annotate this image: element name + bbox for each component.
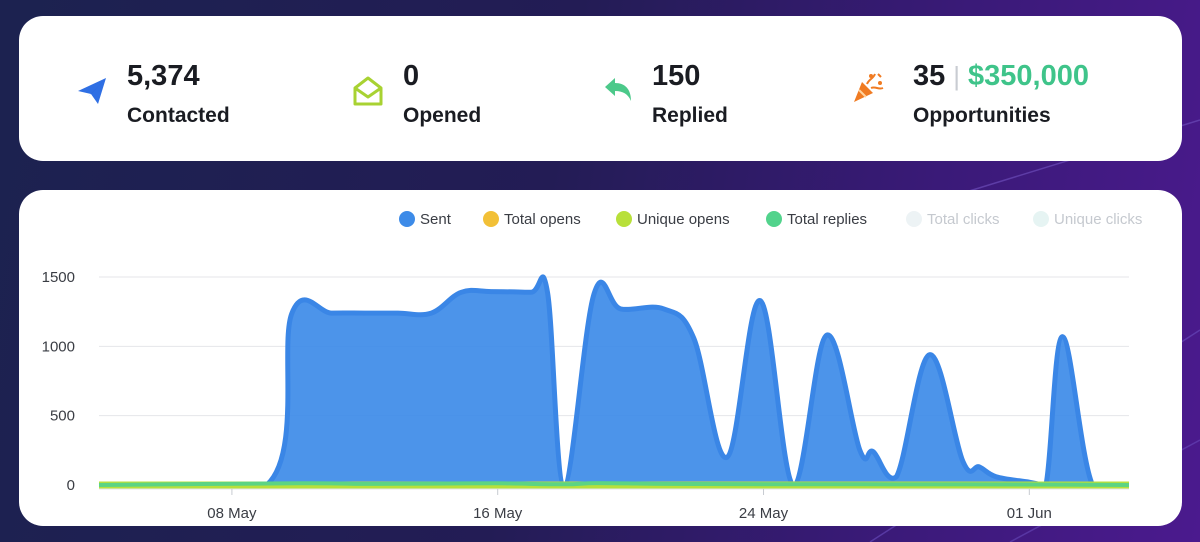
legend-item-unique-opens[interactable]: Unique opens: [616, 211, 730, 228]
campaign-analytics-chart-card: Sent Total opens Unique opens Total replies…: [19, 190, 1182, 526]
x-tick-label: 24 May: [739, 505, 789, 522]
stat-opportunities: 35 | $350,000 Opportunities: [819, 16, 1182, 161]
x-tick-label: 16 May: [473, 505, 523, 522]
legend-item-total-replies[interactable]: Total replies: [766, 211, 867, 228]
chart-axes: 0 500 1000 1500 08 May 16 May 24 May 01 Jun: [42, 269, 1129, 522]
y-tick-label: 500: [50, 408, 75, 425]
y-tick-label: 1500: [42, 269, 75, 286]
stat-contacted: 5,374 Contacted: [19, 16, 299, 161]
legend-label: Total opens: [504, 211, 581, 228]
stats-summary-card: 5,374 Contacted 0 Opened 150 Replied: [19, 16, 1182, 161]
legend-item-unique-clicks[interactable]: Unique clicks: [1033, 211, 1142, 228]
reply-arrow-icon: [601, 74, 635, 108]
open-envelope-icon: [351, 74, 385, 108]
legend-swatch: [766, 211, 782, 227]
series-area-sent: [99, 276, 1129, 485]
legend-swatch: [616, 211, 632, 227]
chart-series: [98, 274, 1130, 489]
stat-opened: 0 Opened: [299, 16, 559, 161]
legend-swatch: [906, 211, 922, 227]
stat-replied-value: 150: [652, 60, 701, 92]
legend-label: Sent: [420, 211, 452, 228]
x-tick-label: 01 Jun: [1007, 505, 1052, 522]
series-line-total-replies: [98, 481, 1130, 487]
y-tick-label: 1000: [42, 338, 75, 355]
chart-legend: Sent Total opens Unique opens Total replies…: [399, 211, 1142, 228]
legend-swatch: [399, 211, 415, 227]
legend-label: Unique clicks: [1054, 211, 1142, 228]
stat-replied: 150 Replied: [559, 16, 819, 161]
party-popper-icon: [851, 70, 885, 104]
legend-item-total-clicks[interactable]: Total clicks: [906, 211, 1000, 228]
stat-opportunities-value: 35 | $350,000: [913, 58, 1089, 94]
legend-label: Total replies: [787, 211, 867, 228]
opportunities-count: 35: [913, 60, 946, 92]
paper-plane-icon: [75, 74, 109, 108]
series-sent: [99, 274, 1129, 488]
legend-label: Total clicks: [927, 211, 1000, 228]
series-line-sent: [99, 274, 1129, 488]
separator: |: [953, 61, 961, 91]
legend-item-sent[interactable]: Sent: [399, 211, 452, 228]
series-total-replies: [98, 481, 1130, 487]
legend-swatch: [1033, 211, 1049, 227]
stat-opened-label: Opened: [403, 104, 482, 127]
stat-contacted-value: 5,374: [127, 60, 200, 92]
stat-replied-label: Replied: [652, 104, 728, 127]
opportunities-amount: $350,000: [968, 60, 1089, 92]
y-tick-label: 0: [67, 477, 75, 494]
analytics-area-chart: Sent Total opens Unique opens Total replies…: [42, 211, 1142, 522]
stat-contacted-label: Contacted: [127, 104, 230, 127]
stat-opportunities-label: Opportunities: [913, 104, 1051, 127]
legend-item-total-opens[interactable]: Total opens: [483, 211, 581, 228]
legend-label: Unique opens: [637, 211, 730, 228]
x-tick-label: 08 May: [207, 505, 257, 522]
stat-opened-value: 0: [403, 60, 420, 92]
legend-swatch: [483, 211, 499, 227]
